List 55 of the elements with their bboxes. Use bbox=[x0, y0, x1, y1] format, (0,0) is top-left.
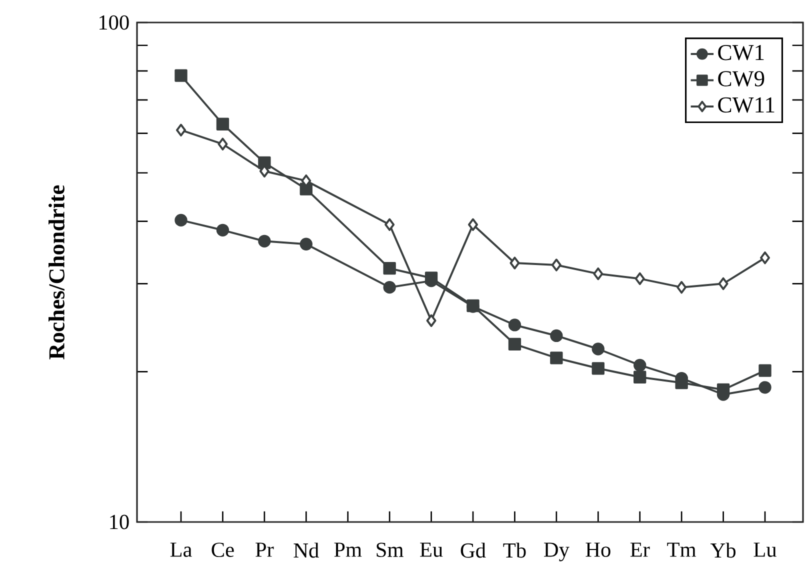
point bbox=[174, 214, 188, 227]
point bbox=[383, 262, 396, 275]
point bbox=[218, 138, 228, 150]
point bbox=[634, 272, 645, 286]
point bbox=[551, 258, 562, 272]
point bbox=[550, 352, 563, 364]
x-tick-label: Ho bbox=[586, 542, 610, 557]
x-tick-label: Tm bbox=[667, 542, 696, 557]
point bbox=[258, 156, 271, 170]
x-tick-label: Lu bbox=[754, 542, 776, 557]
point bbox=[634, 370, 646, 384]
point bbox=[550, 329, 563, 342]
point bbox=[383, 281, 396, 294]
point bbox=[508, 318, 522, 332]
x-tick-label: Yb bbox=[710, 542, 736, 558]
x-tick-label: Er bbox=[630, 542, 650, 557]
point bbox=[675, 376, 688, 390]
point bbox=[760, 251, 770, 264]
point bbox=[426, 314, 436, 327]
point bbox=[300, 238, 312, 250]
point bbox=[216, 224, 230, 236]
point bbox=[758, 381, 772, 394]
point bbox=[592, 342, 604, 356]
point bbox=[510, 256, 520, 270]
point bbox=[676, 281, 687, 294]
y-axis-title: Roches/Chondrite bbox=[48, 185, 64, 360]
point bbox=[216, 118, 230, 130]
x-tick-label: Tb bbox=[503, 542, 526, 558]
y-tick-label: 10 bbox=[110, 514, 129, 530]
point bbox=[758, 364, 772, 377]
point bbox=[593, 267, 604, 280]
point bbox=[716, 383, 730, 396]
legend-label: CW1 bbox=[718, 44, 764, 60]
x-tick-label: Ce bbox=[212, 542, 234, 558]
point bbox=[468, 218, 478, 231]
x-tick-label: Eu bbox=[420, 542, 443, 557]
x-tick-label: Pm bbox=[334, 542, 362, 557]
x-tick-label: Pr bbox=[256, 542, 274, 557]
point bbox=[174, 69, 188, 82]
point bbox=[592, 362, 604, 375]
point bbox=[508, 338, 522, 350]
x-tick-label: Gd bbox=[460, 542, 486, 558]
x-tick-label: Nd bbox=[294, 542, 319, 558]
point bbox=[258, 234, 271, 248]
point bbox=[176, 124, 186, 136]
x-tick-label: Dy bbox=[544, 542, 570, 562]
point bbox=[718, 277, 728, 290]
x-tick-label: La bbox=[170, 542, 192, 557]
legend-label: CW11 bbox=[718, 97, 774, 113]
point bbox=[634, 358, 646, 372]
y-tick-label: 100 bbox=[100, 15, 129, 30]
x-tick-label: Sm bbox=[376, 542, 404, 558]
point bbox=[384, 218, 395, 231]
legend-label: CW9 bbox=[718, 71, 764, 86]
point bbox=[424, 272, 438, 284]
